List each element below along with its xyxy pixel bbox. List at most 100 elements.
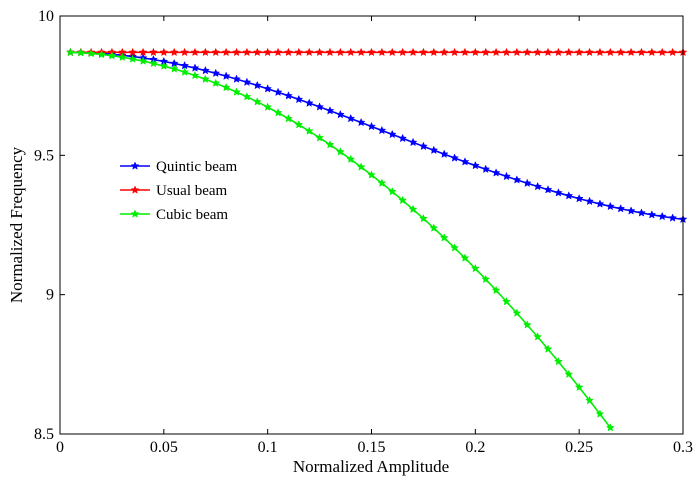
y-tick-label: 9.5 [34,147,54,164]
data-point [367,170,376,179]
data-point [190,47,200,57]
data-point [377,125,387,135]
data-point [543,185,553,194]
legend-marker [130,161,140,170]
data-point [325,140,335,149]
data-point [564,369,574,379]
data-point [585,395,594,405]
y-tick-label: 8.5 [34,426,54,443]
data-point [481,164,491,173]
data-point [502,171,511,181]
data-point [450,47,459,57]
data-point [439,149,449,158]
data-point [242,77,252,87]
data-point [294,47,304,57]
data-point [304,47,314,57]
data-point [325,106,335,115]
data-point [346,47,356,57]
data-point [138,56,148,65]
data-point [408,137,418,147]
data-point [647,210,657,219]
data-point [335,109,345,119]
data-point [263,84,273,93]
data-point [211,68,221,78]
data-point [211,47,221,57]
data-point [232,87,241,96]
data-point [169,64,179,73]
data-point [335,47,345,57]
data-point [128,47,138,57]
data-point [429,145,439,155]
data-point [159,47,169,57]
data-point [657,211,667,221]
data-point [159,61,169,70]
data-point [522,178,532,188]
data-point [626,47,636,57]
data-point [263,47,273,57]
x-tick-label: 0.1 [258,439,278,456]
data-point [356,162,366,171]
data-point [367,47,376,57]
data-point [242,92,252,101]
data-point [335,147,345,156]
data-point [668,213,678,222]
data-point [460,253,470,262]
data-point [481,274,491,284]
data-point [512,308,522,317]
x-tick-label: 0.2 [465,439,485,456]
legend-label: Usual beam [156,183,228,199]
data-point [200,74,210,83]
data-point [76,48,86,57]
data-point [221,82,231,92]
data-point [86,48,96,58]
data-point [668,47,678,57]
data-point [574,382,584,392]
data-point [252,97,262,106]
legend-item-usual-beam: Usual beam [120,183,228,199]
data-point [574,47,584,57]
x-tick-label: 0.3 [673,439,693,456]
data-point [294,94,304,104]
plot-area [60,16,683,434]
data-point [221,71,231,80]
data-point [418,213,428,223]
legend-marker [130,209,140,218]
data-point [377,47,387,57]
legend-item-quintic-beam: Quintic beam [120,159,238,175]
data-point [284,113,293,123]
data-point [284,91,293,100]
x-tick-label: 0.25 [565,439,593,456]
data-point [418,47,428,57]
data-point [439,233,449,242]
data-point [564,47,574,57]
data-point [418,141,428,151]
legend-label: Quintic beam [156,159,238,175]
data-point [346,113,356,123]
x-tick-label: 0 [56,439,64,456]
data-point [315,102,325,111]
data-point [180,67,190,76]
data-point [647,47,657,57]
data-point [377,178,387,187]
data-point [252,47,262,57]
data-point [429,223,439,232]
data-point [315,133,325,142]
data-point [200,65,210,75]
data-point [200,47,210,57]
data-point [304,98,314,107]
data-point [553,188,563,197]
data-point [502,296,511,306]
data-point [491,285,501,295]
data-point [315,47,325,57]
data-point [367,121,376,131]
data-point [398,133,408,143]
data-point [450,153,459,162]
data-point [637,47,646,57]
data-point [232,47,241,57]
data-point [533,47,543,57]
data-point [180,47,190,57]
data-point [138,47,148,57]
data-point [512,175,522,184]
data-point [470,47,480,57]
data-point [616,47,626,57]
